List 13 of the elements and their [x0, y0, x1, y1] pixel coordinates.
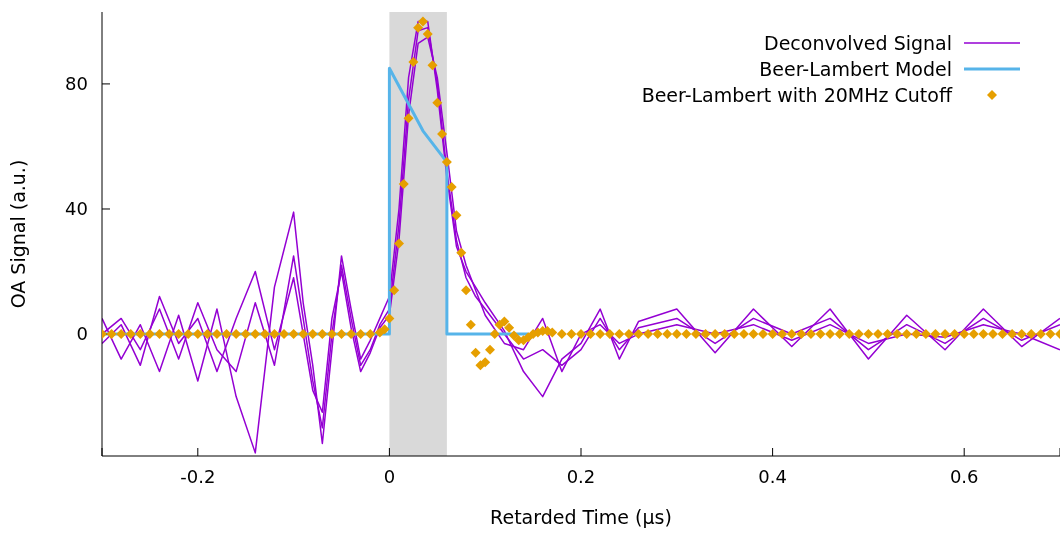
x-axis-title: Retarded Time (µs) — [490, 506, 672, 528]
y-tick-label: 40 — [65, 198, 88, 220]
x-tick-label: 0.2 — [566, 465, 596, 487]
legend-label: Beer-Lambert with 20MHz Cutoff — [641, 83, 952, 108]
x-tick-label: -0.2 — [180, 465, 216, 487]
x-tick-label: 0.6 — [949, 465, 979, 487]
y-axis-title: OA Signal (a.u.) — [6, 159, 29, 309]
x-tick-label: 0 — [383, 465, 396, 487]
legend-label: Beer-Lambert Model — [759, 57, 952, 82]
y-tick-label: 0 — [76, 323, 88, 345]
legend-label: Deconvolved Signal — [764, 31, 952, 56]
x-tick-label: 0.4 — [758, 465, 787, 487]
y-tick-label: 80 — [65, 73, 88, 95]
